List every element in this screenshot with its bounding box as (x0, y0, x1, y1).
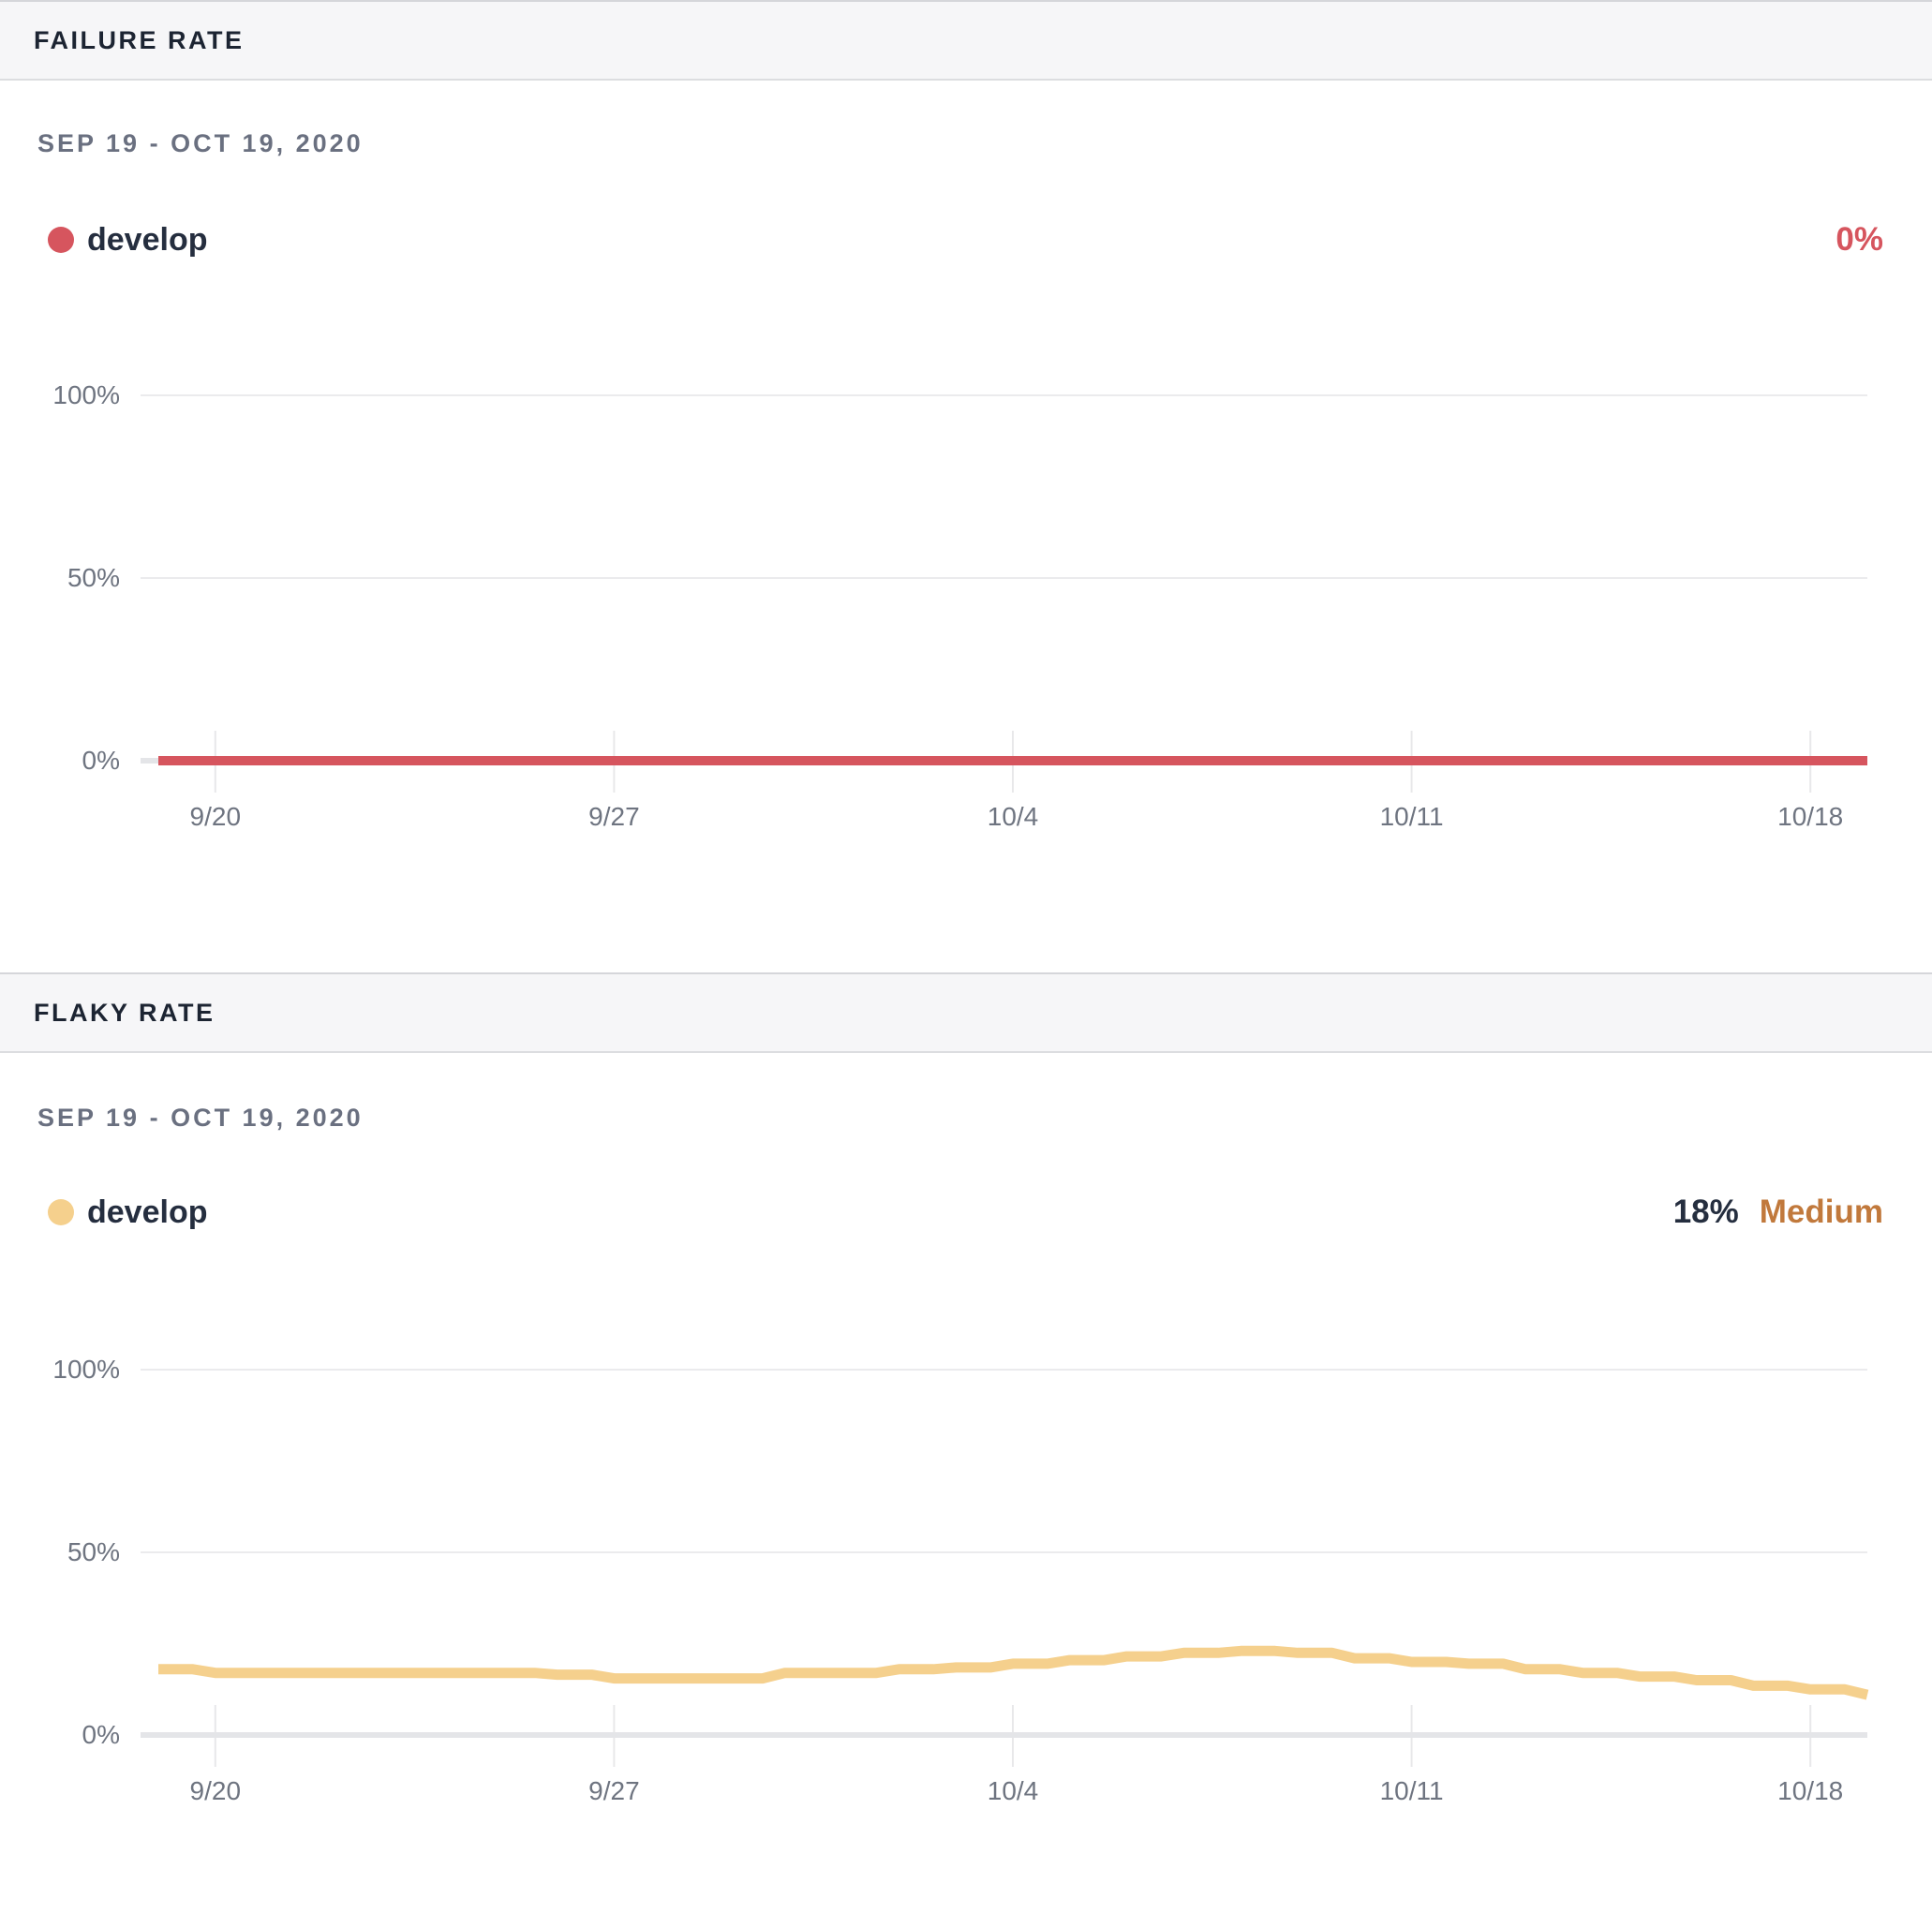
x-axis-label: 9/27 (588, 802, 640, 831)
panel-title: FLAKY RATE (34, 998, 215, 1027)
date-range-label: SEP 19 - OCT 19, 2020 (37, 1104, 364, 1132)
y-axis-label: 100% (52, 380, 120, 409)
failure-rate-value: 0% (1835, 221, 1883, 258)
y-axis-label: 0% (82, 746, 120, 775)
failure-rate-plot (141, 394, 1867, 793)
x-axis-label: 9/20 (189, 1776, 242, 1805)
date-range-label: SEP 19 - OCT 19, 2020 (37, 129, 364, 157)
failure-rate-header: FAILURE RATE (0, 0, 1932, 81)
metric-group: 18% Medium (1673, 1194, 1883, 1231)
x-axis-label: 10/4 (987, 1776, 1039, 1805)
x-axis-label: 10/18 (1777, 802, 1844, 831)
y-axis-label: 50% (67, 563, 120, 592)
flaky-severity-badge: Medium (1759, 1194, 1883, 1230)
x-axis-label: 9/27 (588, 1776, 640, 1805)
x-axis-label: 9/20 (189, 802, 242, 831)
flaky-rate-header: FLAKY RATE (0, 972, 1932, 1053)
panel-title: FAILURE RATE (34, 25, 245, 54)
x-axis-label: 10/4 (987, 802, 1039, 831)
x-axis-label: 10/11 (1379, 802, 1444, 831)
series-color-dot (48, 227, 74, 253)
legend-row: develop 18% Medium (0, 1186, 1932, 1238)
flaky-rate-plot (141, 1369, 1869, 1767)
flaky-rate-value: 18% (1672, 1194, 1739, 1230)
series-color-dot (48, 1199, 74, 1225)
y-axis-label: 0% (82, 1720, 120, 1749)
series-line-develop (158, 1645, 1869, 1700)
series-name: develop (87, 1194, 208, 1230)
flaky-rate-chart: 100% 50% 0% 9/20 9/27 10/4 10/11 10/18 (0, 1330, 1932, 1855)
x-axis-label: 10/11 (1379, 1776, 1444, 1805)
y-axis-label: 100% (52, 1355, 120, 1384)
series-name: develop (87, 221, 208, 258)
x-axis-label: 10/18 (1777, 1776, 1844, 1805)
legend-row: develop 0% (0, 214, 1932, 266)
y-axis-label: 50% (67, 1537, 120, 1566)
failure-rate-chart: 100% 50% 0% 9/20 9/27 10/4 10/11 10/18 (0, 356, 1932, 881)
metric-group: 0% (1835, 221, 1883, 259)
